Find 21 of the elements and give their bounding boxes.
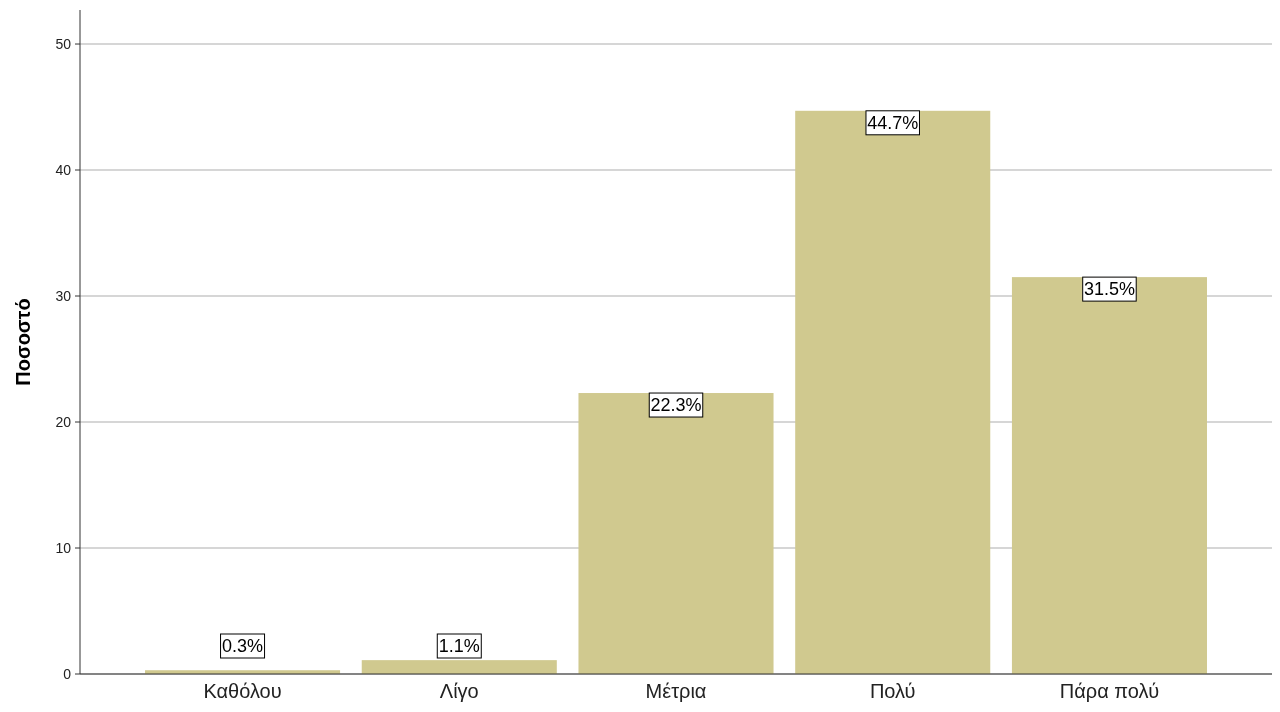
y-axis-title: Ποσοστό [12, 298, 34, 386]
x-tick-label: Λίγο [439, 680, 479, 702]
data-label: 44.7% [867, 113, 919, 134]
x-tick-label: Πάρα πολύ [1059, 680, 1160, 702]
bar [361, 660, 557, 674]
y-tick-label: 10 [55, 539, 72, 556]
x-tick-label: Πολύ [869, 680, 916, 702]
bar [578, 393, 774, 674]
data-label: 1.1% [438, 636, 480, 657]
data-label: 22.3% [650, 395, 702, 416]
x-tick-label: Μέτρια [645, 680, 707, 702]
y-tick-label: 40 [55, 161, 72, 178]
data-label: 0.3% [222, 636, 264, 657]
y-tick-label: 30 [55, 287, 72, 304]
bar [1011, 277, 1207, 674]
x-tick-label: Καθόλου [203, 680, 282, 702]
y-tick-label: 20 [55, 413, 72, 430]
y-tick-label: 50 [55, 35, 72, 52]
y-tick-label: 0 [63, 665, 72, 682]
data-label: 31.5% [1083, 279, 1135, 300]
bar [795, 110, 991, 674]
